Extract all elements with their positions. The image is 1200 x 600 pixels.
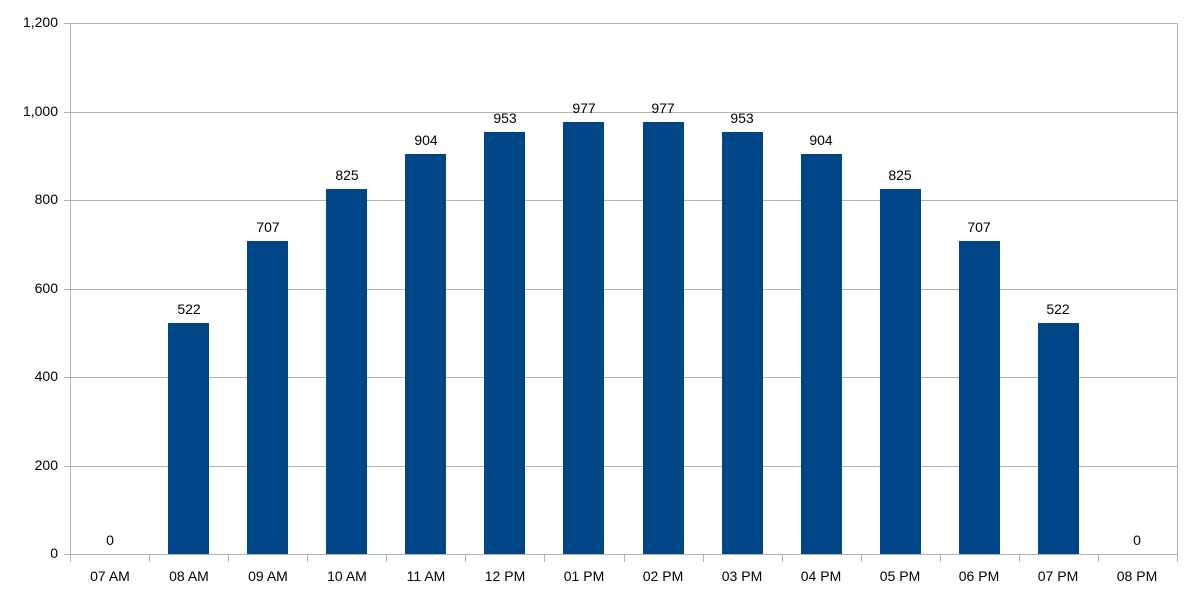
x-tick-label: 04 PM — [800, 568, 842, 584]
x-tick-label: 01 PM — [563, 568, 605, 584]
x-tick — [228, 554, 229, 562]
y-tick-label: 800 — [34, 191, 58, 207]
gridline — [64, 112, 1177, 113]
gridline — [64, 377, 1177, 378]
x-tick-label: 10 AM — [327, 568, 367, 584]
y-tick-label: 200 — [34, 457, 58, 473]
y-tick-label: 600 — [34, 280, 58, 296]
x-tick-label: 07 PM — [1037, 568, 1079, 584]
bar — [880, 189, 921, 554]
data-label: 977 — [651, 100, 675, 116]
bar — [563, 122, 604, 554]
x-tick — [782, 554, 783, 562]
bar — [484, 132, 525, 554]
data-label: 522 — [1046, 301, 1070, 317]
x-tick — [624, 554, 625, 562]
bar — [326, 189, 367, 554]
data-label: 522 — [177, 301, 201, 317]
y-tick-label: 0 — [50, 545, 58, 561]
x-tick-label: 03 PM — [721, 568, 763, 584]
x-tick-label: 02 PM — [642, 568, 684, 584]
y-tick-label: 1,000 — [22, 103, 58, 119]
x-tick — [940, 554, 941, 562]
x-tick — [1019, 554, 1020, 562]
bar — [247, 241, 288, 554]
data-label: 904 — [809, 132, 833, 148]
plot-right-border — [1177, 23, 1178, 562]
data-label: 825 — [888, 167, 912, 183]
x-tick — [465, 554, 466, 562]
y-tick-label: 1,200 — [22, 14, 58, 30]
bar — [722, 132, 763, 554]
x-tick-label: 11 AM — [406, 568, 446, 584]
gridline — [64, 23, 1177, 24]
x-tick — [307, 554, 308, 562]
bar — [801, 154, 842, 554]
y-axis-line — [70, 23, 71, 562]
bar — [643, 122, 684, 554]
data-label: 953 — [493, 110, 517, 126]
data-label: 707 — [967, 219, 991, 235]
x-tick-label: 08 AM — [169, 568, 209, 584]
x-tick — [544, 554, 545, 562]
data-label: 0 — [1133, 532, 1141, 548]
x-tick — [149, 554, 150, 562]
x-tick — [1098, 554, 1099, 562]
bar — [1038, 323, 1079, 554]
x-tick-label: 12 PM — [484, 568, 526, 584]
x-tick-label: 05 PM — [879, 568, 921, 584]
x-tick-label: 08 PM — [1116, 568, 1158, 584]
x-tick-label: 07 AM — [90, 568, 130, 584]
y-tick-label: 400 — [34, 368, 58, 384]
bar — [405, 154, 446, 554]
x-tick — [386, 554, 387, 562]
gridline — [64, 200, 1177, 201]
bar — [959, 241, 1000, 554]
data-label: 707 — [256, 219, 280, 235]
data-label: 904 — [414, 132, 438, 148]
gridline — [64, 289, 1177, 290]
bar — [168, 323, 209, 554]
x-tick-label: 06 PM — [958, 568, 1000, 584]
data-label: 977 — [572, 100, 596, 116]
x-tick — [703, 554, 704, 562]
data-label: 825 — [335, 167, 359, 183]
gridline — [64, 554, 1177, 555]
data-label: 953 — [730, 110, 754, 126]
gridline — [64, 466, 1177, 467]
x-tick-label: 09 AM — [248, 568, 288, 584]
x-tick — [861, 554, 862, 562]
data-label: 0 — [106, 532, 114, 548]
